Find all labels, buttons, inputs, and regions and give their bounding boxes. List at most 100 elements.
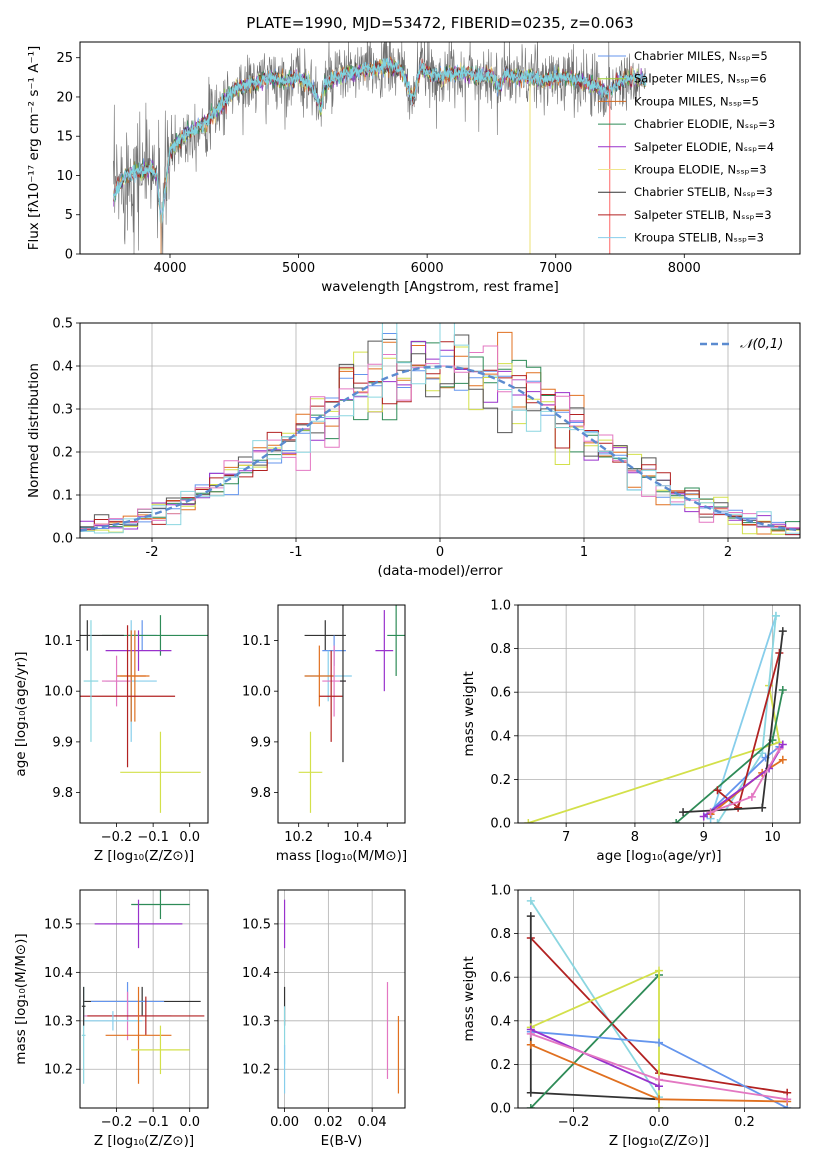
y-tick-label: 0.1 [52,489,73,504]
x-tick-label: 10.2 [284,830,313,845]
plus-marker [672,819,681,823]
panel-age_vs_mass: 10.2 10.4 9.8 9.9 10.0 10.1 mass [log₁₀(M/M⊙)] [242,604,407,864]
y-tick-label: 0 [65,248,73,263]
x-tick-label: 5000 [282,261,315,276]
plus-marker [655,966,663,975]
x-axis-label: Z [log₁₀(Z/Z⊙)] [609,1133,709,1149]
x-tick-label: 0.02 [314,1115,343,1130]
x-tick-label: 1 [580,545,588,560]
x-tick-label: 0 [436,545,444,560]
y-tick-label: 15 [56,130,73,145]
plus-marker [526,1029,535,1038]
x-tick-label: 8000 [668,261,701,276]
y-tick-label: 0.0 [52,532,73,547]
plus-marker [758,749,767,758]
x-tick-label: −0.1 [137,1115,169,1130]
y-tick-label: 0.2 [52,446,73,461]
plus-marker [526,896,535,905]
axes-frame [517,889,801,1109]
plot-area [518,890,800,1108]
y-tick-label: 10.0 [44,685,73,700]
x-axis-label: Z [log₁₀(Z/Z⊙)] [94,1133,194,1149]
panel-spectrum: 4000 5000 6000 7000 8000 0 5 10 15 20 25 wavelength… [56,41,801,295]
x-tick-label: 7 [562,830,570,845]
observed-spectrum-line [113,42,646,254]
x-axis-label: (data-model)/error [377,563,503,579]
panel-residuals: -2 -1 0 1 2 0.0 0.1 0.2 0.3 0.4 0.5 (data-model)/er… [52,317,801,579]
axes-frame [517,604,801,824]
x-tick-label: 9 [700,830,708,845]
plus-marker [778,627,787,636]
weight-line [530,974,660,1108]
plus-marker [526,1104,535,1108]
y-axis-label: Flux [fλ10⁻¹⁷ erg cm⁻² s⁻¹ A⁻¹] [26,46,42,251]
y-tick-label: 10.5 [44,917,73,932]
normal-curve [80,365,800,532]
y-tick-label: 10.3 [242,1014,271,1029]
y-tick-label: 10.4 [44,966,73,981]
panel-age_vs_Z: −0.2 −0.1 0.0 9.8 9.9 10.0 10.1 Z [log₁₀(Z/Z⊙)] [44,604,209,864]
legend-label: 𝒩(0,1) [740,337,783,352]
panel-mass_weight_vs_Z: −0.2 0.0 0.2 0.0 0.2 0.4 0.6 0.8 1.0 Z [log₁₀(Z/Z… [490,884,801,1149]
y-tick-label: 0.3 [52,403,73,418]
model-spectrum-line [112,57,647,225]
x-tick-label: 0.0 [179,1115,200,1130]
y-tick-label: 10.1 [44,634,73,649]
legend-label: Chabrier STELIB, Nₛₛₚ=3 [634,185,773,199]
plot-area [518,605,800,823]
plus-marker [778,686,787,695]
plus-marker [699,812,708,821]
plot-area [278,890,405,1108]
panel-mass_vs_EBV: 0.00 0.02 0.04 10.2 10.3 10.4 10.5 E(B-V) [242,889,406,1149]
axes-frame [277,604,406,824]
plus-marker [655,1095,663,1104]
x-tick-label: 10.4 [343,830,372,845]
plus-marker [758,803,767,812]
y-tick-label: 9.8 [250,786,271,801]
chart-title: PLATE=1990, MJD=53472, FIBERID=0235, z=0… [246,14,633,32]
y-tick-label: 25 [56,51,73,66]
y-tick-label: 1.0 [490,599,511,614]
y-tick-label: 20 [56,90,73,105]
y-tick-label: 0.2 [490,773,511,788]
legend-label: Salpeter MILES, Nₛₛₚ=6 [634,72,767,86]
y-tick-label: 10.5 [242,917,271,932]
x-tick-label: 0.04 [358,1115,387,1130]
x-tick-label: 7000 [539,261,572,276]
y-tick-label: 10.0 [242,685,271,700]
legend-label: Salpeter STELIB, Nₛₛₚ=3 [634,208,772,222]
plus-marker [747,792,756,801]
x-tick-label: 10 [764,830,781,845]
y-tick-label: 0.4 [490,729,511,744]
x-tick-label: −0.2 [101,1115,133,1130]
plus-marker [713,819,722,823]
x-axis-label: mass [log₁₀(M/M⊙)] [276,848,407,864]
plot-area [80,615,208,813]
x-tick-label: 6000 [411,261,444,276]
y-tick-label: 0.6 [490,971,511,986]
y-tick-label: 0.8 [490,642,511,657]
legend-label: Kroupa ELODIE, Nₛₛₚ=3 [634,163,767,177]
plus-marker [713,786,722,795]
x-tick-label: −0.2 [101,830,133,845]
plus-marker [775,744,784,753]
plus-marker [679,808,688,817]
x-tick-label: 0.0 [649,1115,670,1130]
plus-marker [526,912,535,921]
plot-area [80,323,800,538]
y-tick-label: 0.0 [490,1102,511,1117]
y-axis-label: Normed distribution [26,363,42,498]
y-tick-label: 0.8 [490,927,511,942]
panel-mass_weight_vs_age: 7 8 9 10 0.0 0.2 0.4 0.6 0.8 1.0 age [log₁₀(age/yr… [490,599,801,864]
y-tick-label: 9.9 [52,735,73,750]
legend-label: Salpeter ELODIE, Nₛₛₚ=4 [634,140,774,154]
axes-frame [277,889,406,1109]
y-tick-label: 5 [65,208,73,223]
y-tick-label: 10.2 [44,1063,73,1078]
plus-marker [655,1038,663,1047]
legend-label: Chabrier ELODIE, Nₛₛₚ=3 [634,117,775,131]
axes-frame [79,322,801,539]
y-tick-label: 10 [56,169,73,184]
axes-frame [79,889,209,1109]
